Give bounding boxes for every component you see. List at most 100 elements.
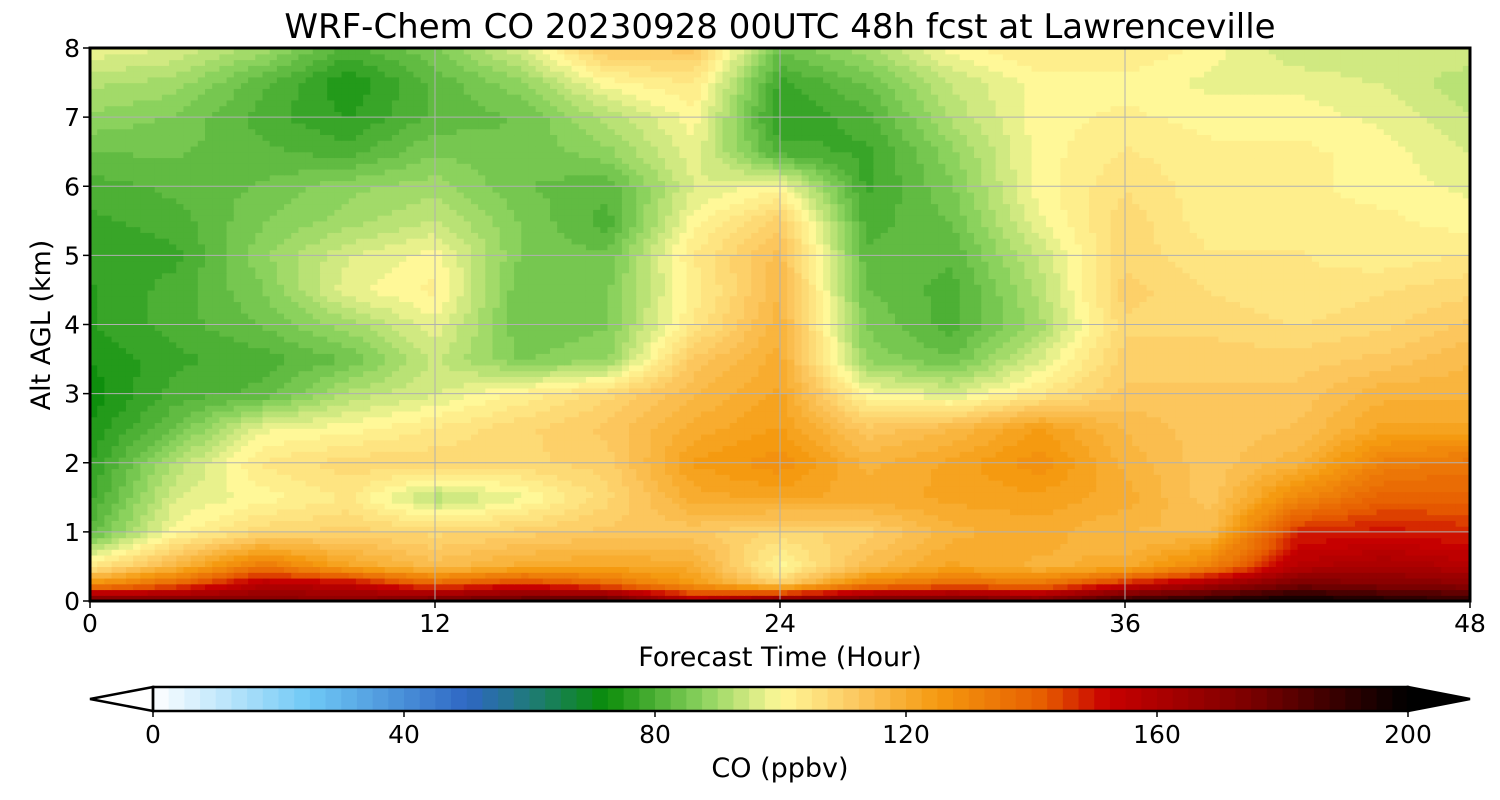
heatmap-cell bbox=[205, 515, 213, 521]
heatmap-cell bbox=[658, 584, 666, 590]
heatmap-cell bbox=[608, 589, 616, 595]
heatmap-cell bbox=[723, 474, 731, 480]
heatmap-cell bbox=[967, 572, 975, 578]
heatmap-cell bbox=[270, 497, 278, 503]
heatmap-cell bbox=[148, 515, 156, 521]
heatmap-cell bbox=[1384, 561, 1392, 567]
heatmap-cell bbox=[744, 549, 752, 555]
heatmap-cell bbox=[449, 463, 457, 469]
heatmap-cell bbox=[169, 474, 177, 480]
heatmap-cell bbox=[866, 566, 874, 572]
heatmap-cell bbox=[586, 480, 594, 486]
heatmap-cell bbox=[1197, 463, 1205, 469]
heatmap-cell bbox=[1341, 480, 1349, 486]
heatmap-cell bbox=[881, 578, 889, 584]
heatmap-cell bbox=[1183, 474, 1191, 480]
heatmap-cell bbox=[1341, 509, 1349, 515]
heatmap-cell bbox=[349, 549, 357, 555]
heatmap-cell bbox=[859, 503, 867, 509]
heatmap-cell bbox=[1305, 492, 1313, 498]
heatmap-cell bbox=[1096, 520, 1104, 526]
heatmap-cell bbox=[866, 520, 874, 526]
heatmap-cell bbox=[1333, 561, 1341, 567]
heatmap-cell bbox=[370, 543, 378, 549]
heatmap-cell bbox=[794, 538, 802, 544]
heatmap-cell bbox=[140, 566, 148, 572]
heatmap-cell bbox=[773, 549, 781, 555]
heatmap-cell bbox=[1111, 566, 1119, 572]
heatmap-cell bbox=[715, 543, 723, 549]
heatmap-cell bbox=[557, 532, 565, 538]
heatmap-cell bbox=[263, 492, 271, 498]
heatmap-cell bbox=[1276, 561, 1284, 567]
heatmap-cell bbox=[931, 566, 939, 572]
heatmap-cell bbox=[658, 578, 666, 584]
heatmap-cell bbox=[802, 497, 810, 503]
heatmap-cell bbox=[435, 543, 443, 549]
heatmap-cell bbox=[938, 469, 946, 475]
heatmap-cell bbox=[902, 543, 910, 549]
heatmap-cell bbox=[370, 474, 378, 480]
heatmap-cell bbox=[313, 492, 321, 498]
heatmap-cell bbox=[1319, 566, 1327, 572]
heatmap-cell bbox=[263, 589, 271, 595]
heatmap-cell bbox=[873, 584, 881, 590]
heatmap-cell bbox=[1111, 463, 1119, 469]
heatmap-cell bbox=[895, 566, 903, 572]
heatmap-cell bbox=[406, 572, 414, 578]
heatmap-cell bbox=[1139, 549, 1147, 555]
heatmap-cell bbox=[1010, 486, 1018, 492]
heatmap-cell bbox=[277, 492, 285, 498]
heatmap-cell bbox=[1233, 486, 1241, 492]
heatmap-cell bbox=[816, 497, 824, 503]
heatmap-cell bbox=[413, 589, 421, 595]
heatmap-cell bbox=[1413, 555, 1421, 561]
heatmap-cell bbox=[1319, 480, 1327, 486]
heatmap-cell bbox=[126, 589, 134, 595]
heatmap-cell bbox=[917, 497, 925, 503]
heatmap-cell bbox=[1247, 520, 1255, 526]
heatmap-cell bbox=[478, 503, 486, 509]
heatmap-cell bbox=[615, 555, 623, 561]
heatmap-cell bbox=[219, 515, 227, 521]
heatmap-cell bbox=[838, 515, 846, 521]
heatmap-cell bbox=[1060, 509, 1068, 515]
heatmap-cell bbox=[866, 480, 874, 486]
heatmap-cell bbox=[1456, 486, 1464, 492]
heatmap-cell bbox=[1312, 543, 1320, 549]
heatmap-cell bbox=[687, 532, 695, 538]
heatmap-cell bbox=[902, 509, 910, 515]
heatmap-cell bbox=[572, 474, 580, 480]
heatmap-cell bbox=[873, 503, 881, 509]
heatmap-cell bbox=[859, 584, 867, 590]
heatmap-cell bbox=[1211, 474, 1219, 480]
heatmap-cell bbox=[356, 486, 364, 492]
heatmap-cell bbox=[428, 572, 436, 578]
heatmap-cell bbox=[334, 509, 342, 515]
heatmap-cell bbox=[881, 566, 889, 572]
heatmap-cell bbox=[953, 520, 961, 526]
heatmap-cell bbox=[306, 520, 314, 526]
heatmap-cell bbox=[471, 561, 479, 567]
heatmap-cell bbox=[938, 566, 946, 572]
heatmap-cell bbox=[852, 515, 860, 521]
heatmap-cell bbox=[715, 561, 723, 567]
heatmap-cell bbox=[1420, 578, 1428, 584]
heatmap-cell bbox=[1348, 555, 1356, 561]
heatmap-cell bbox=[313, 520, 321, 526]
heatmap-cell bbox=[1298, 492, 1306, 498]
heatmap-cell bbox=[449, 492, 457, 498]
heatmap-cell bbox=[406, 549, 414, 555]
heatmap-cell bbox=[478, 469, 486, 475]
heatmap-cell bbox=[1096, 561, 1104, 567]
heatmap-cell bbox=[643, 497, 651, 503]
heatmap-cell bbox=[1024, 549, 1032, 555]
heatmap-cell bbox=[435, 566, 443, 572]
heatmap-cell bbox=[881, 572, 889, 578]
heatmap-cell bbox=[241, 480, 249, 486]
heatmap-cell bbox=[1319, 578, 1327, 584]
heatmap-cell bbox=[435, 503, 443, 509]
heatmap-cell bbox=[1269, 549, 1277, 555]
heatmap-cell bbox=[507, 486, 515, 492]
heatmap-cell bbox=[183, 555, 191, 561]
